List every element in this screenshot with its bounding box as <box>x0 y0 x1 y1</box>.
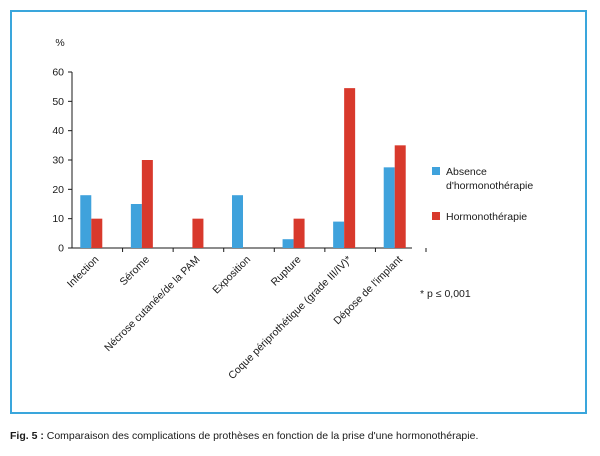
x-tick-label: Infection <box>65 254 102 291</box>
y-tick-label: 50 <box>52 96 64 108</box>
y-tick-label: 40 <box>52 125 64 137</box>
bar-absence-6 <box>383 167 395 248</box>
y-tick-label: 10 <box>52 213 64 225</box>
x-tick-label: Exposition <box>210 254 253 297</box>
y-axis-label: % <box>55 37 64 49</box>
legend-label-absence: d'hormonothérapie <box>446 180 533 192</box>
legend-swatch-absence <box>432 167 440 175</box>
x-tick-label: Sérome <box>117 254 152 289</box>
bar-hormonotherapie-1 <box>141 160 153 248</box>
significance-note: * p ≤ 0,001 <box>420 288 471 300</box>
legend-label-hormonotherapie: Hormonothérapie <box>446 211 527 223</box>
figure-caption: Fig. 5 : Comparaison des complications d… <box>10 429 595 443</box>
bar-hormonotherapie-5 <box>344 88 356 248</box>
y-tick-label: 0 <box>58 243 64 255</box>
y-tick-label: 60 <box>52 67 64 79</box>
figure-frame <box>10 10 587 414</box>
x-tick-label: Nécrose cutanée/de la PAM <box>102 254 202 354</box>
caption-label: Fig. 5 : <box>10 430 44 442</box>
bar-absence-0 <box>80 195 92 248</box>
legend-swatch-hormonotherapie <box>432 212 440 220</box>
bar-hormonotherapie-0 <box>91 218 103 248</box>
y-tick-label: 20 <box>52 184 64 196</box>
x-tick-label: Rupture <box>269 254 304 289</box>
bar-absence-3 <box>232 195 243 248</box>
bar-hormonotherapie-2 <box>192 218 204 248</box>
bar-absence-1 <box>130 204 142 248</box>
bar-absence-4 <box>282 239 294 248</box>
bar-hormonotherapie-4 <box>293 218 305 248</box>
bar-absence-5 <box>333 221 345 248</box>
legend-label-absence: Absence <box>446 166 487 178</box>
bar-hormonotherapie-6 <box>394 145 406 248</box>
y-tick-label: 30 <box>52 155 64 167</box>
caption-text: Comparaison des complications de prothès… <box>43 430 479 442</box>
